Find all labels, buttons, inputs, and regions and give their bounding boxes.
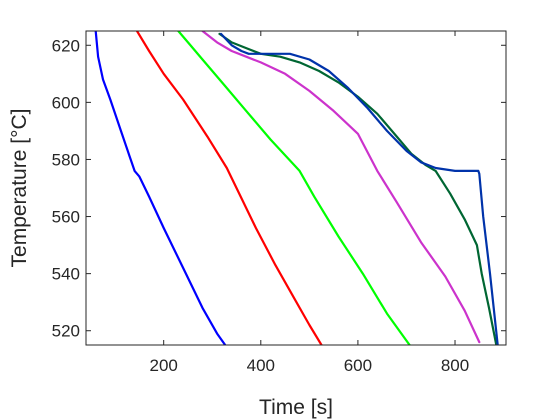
x-tick-label: 400	[247, 356, 275, 375]
x-tick-label: 800	[441, 356, 469, 375]
y-tick-label: 580	[52, 150, 80, 169]
x-tick-label: 600	[344, 356, 372, 375]
series-line-2	[135, 31, 323, 345]
plot-background	[86, 31, 506, 345]
series-line-3	[177, 31, 411, 345]
x-axis-label: Time [s]	[259, 396, 333, 419]
y-tick-label: 560	[52, 208, 80, 227]
y-tick-label: 620	[52, 36, 80, 55]
y-tick-label: 520	[52, 322, 80, 341]
y-axis: 520 540 560 580 600 620	[52, 36, 506, 341]
x-tick-label: 200	[150, 356, 178, 375]
x-axis: 200 400 600 800	[150, 31, 469, 375]
series-layer	[94, 31, 499, 345]
y-tick-label: 600	[52, 93, 80, 112]
series-line-4	[201, 31, 481, 344]
plot-frame	[85, 30, 507, 346]
plot-area	[85, 30, 507, 346]
y-tick-label: 540	[52, 265, 80, 284]
series-line-6	[219, 32, 499, 345]
y-axis-label: Temperature [°C]	[8, 109, 31, 268]
series-line-1	[94, 31, 227, 345]
